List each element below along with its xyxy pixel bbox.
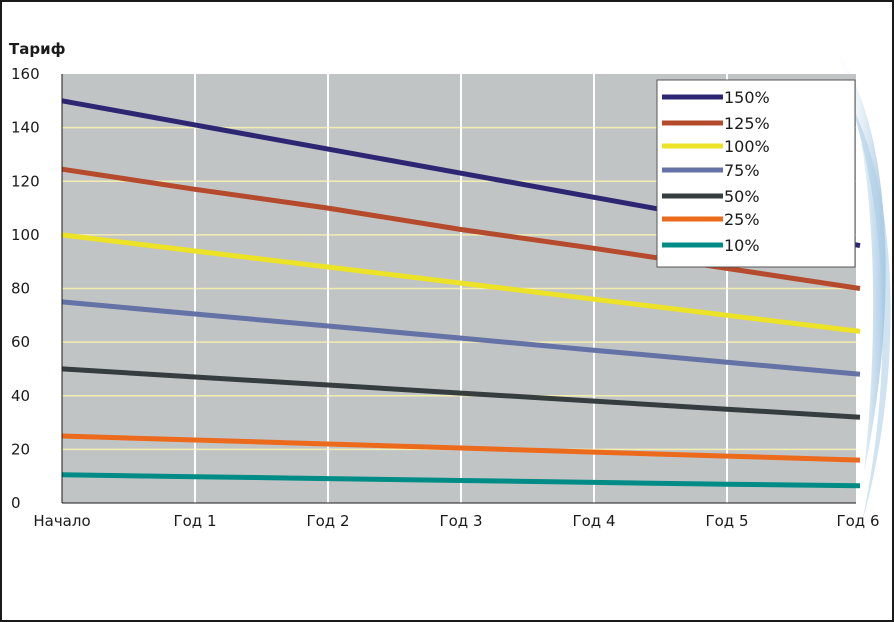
- y-tick-label: 140: [11, 119, 40, 137]
- series-lines: [61, 98, 861, 489]
- legend-label: 125%: [724, 114, 770, 133]
- series-line-50pct: [61, 366, 861, 420]
- y-tick-label: 60: [11, 333, 30, 351]
- x-tick-label: Начало: [33, 512, 90, 530]
- x-tick-labels: Начало Год 1 Год 2 Год 3 Год 4 Год 5 Год 6: [33, 512, 879, 530]
- legend-label: 10%: [724, 236, 760, 255]
- x-tick-label: Год 6: [836, 512, 879, 530]
- y-tick-label: 40: [11, 387, 30, 405]
- y-tick-label: 80: [11, 280, 30, 298]
- series-line-75pct: [61, 299, 861, 377]
- series-line-10pct: [61, 472, 861, 489]
- legend-label: 75%: [724, 161, 760, 180]
- y-tick-label: 120: [11, 172, 40, 190]
- y-tick-label: 0: [11, 494, 21, 512]
- x-tick-label: Год 2: [306, 512, 349, 530]
- legend: 150% 125% 100% 75% 50% 25% 10%: [656, 79, 856, 268]
- x-tick-label: Год 3: [439, 512, 482, 530]
- series-line-125pct: [61, 166, 861, 291]
- decorative-swoosh: [834, 47, 891, 522]
- x-tick-label: Год 4: [572, 512, 615, 530]
- y-tick-labels: 0 20 40 60 80 100 120 140 160: [11, 65, 40, 512]
- x-tick-label: Год 5: [705, 512, 748, 530]
- series-line-25pct: [61, 433, 861, 463]
- y-tick-label: 160: [11, 65, 40, 83]
- y-tick-label: 100: [11, 226, 40, 244]
- legend-label: 150%: [724, 88, 770, 107]
- series-line-100pct: [61, 232, 861, 334]
- legend-label: 100%: [724, 137, 770, 156]
- y-axis-title: Тариф: [9, 40, 66, 58]
- legend-label: 25%: [724, 210, 760, 229]
- y-tick-label: 20: [11, 440, 30, 458]
- legend-label: 50%: [724, 187, 760, 206]
- x-tick-label: Год 1: [173, 512, 216, 530]
- legend-box: [656, 79, 856, 268]
